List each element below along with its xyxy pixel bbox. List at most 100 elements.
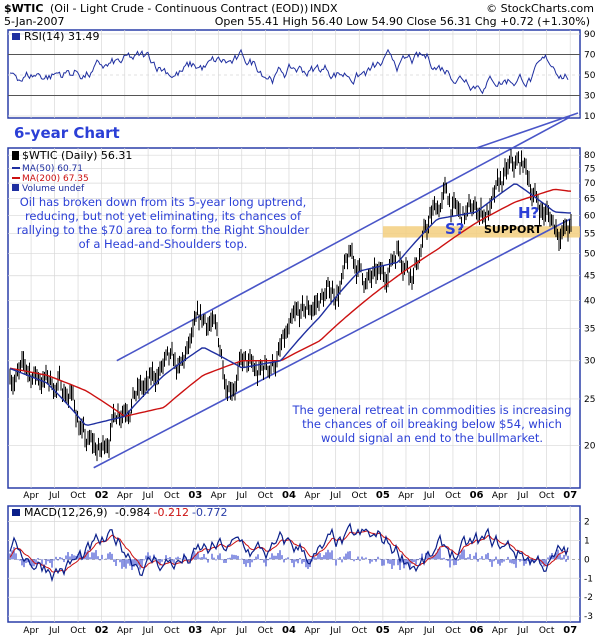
- rsi-tick-label: 10: [584, 112, 596, 122]
- rsi-panel-frame: [7, 29, 581, 119]
- macd-x-tick-label: Jul: [423, 626, 435, 636]
- macd-x-tick-label: Apr: [117, 626, 133, 636]
- x-tick-label: Jul: [329, 491, 341, 501]
- chart-header: $WTIC (Oil - Light Crude - Continuous Co…: [4, 2, 594, 28]
- volume-legend: Volume undef: [22, 184, 85, 194]
- price-tick-label: 35: [584, 324, 595, 334]
- x-tick-label: Apr: [492, 491, 508, 501]
- macd-x-tick-label: Oct: [445, 626, 461, 636]
- macd-value: -0.984: [115, 506, 150, 519]
- ma200-legend: MA(200) 67.35: [22, 174, 89, 184]
- x-tick-label: 02: [95, 490, 109, 501]
- macd-x-tick-label: Apr: [23, 626, 39, 636]
- price-legend-title: $WTIC (Daily) 56.31: [22, 149, 132, 162]
- bottom-note-line-3: would signal an end to the bullmarket.: [321, 431, 543, 445]
- symbol: $WTIC: [4, 2, 43, 15]
- rsi-tick-label: 70: [584, 51, 596, 61]
- macd-x-tick-label: 03: [188, 625, 202, 636]
- top-note-line-3: rallying to the $70 area to form the Rig…: [17, 223, 310, 237]
- x-tick-label: 04: [282, 490, 296, 501]
- macd-x-tick-label: Jul: [142, 626, 154, 636]
- x-tick-label: Jul: [423, 491, 435, 501]
- rsi-legend-swatch: [12, 33, 20, 40]
- grid-lines: [8, 30, 580, 622]
- price-tick-label: 75: [584, 165, 595, 175]
- macd-x-tick-label: Oct: [164, 626, 180, 636]
- price-tick-label: 80: [584, 151, 596, 161]
- rsi-legend: RSI(14) 31.49: [12, 30, 99, 43]
- top-note-line-2: reducing, but not yet eliminating, its c…: [25, 209, 302, 223]
- exchange: INDX: [310, 2, 338, 15]
- support-zone: [382, 226, 580, 238]
- bottom-note-line-1: The general retreat in commodities is in…: [291, 403, 571, 417]
- macd-x-tick-label: Oct: [539, 626, 555, 636]
- macd-tick-label: 2: [584, 517, 590, 527]
- rsi-tick-label: 90: [584, 30, 596, 40]
- x-tick-label: Jul: [235, 491, 247, 501]
- macd-x-tick-label: Apr: [398, 626, 414, 636]
- x-tick-label: Apr: [398, 491, 414, 501]
- macd-legend-text: MACD(12,26,9) -0.984 -0.212 -0.772: [24, 506, 227, 519]
- x-tick-label: Jul: [48, 491, 60, 501]
- x-tick-label: Apr: [305, 491, 321, 501]
- price-legend: $WTIC (Daily) 56.31 MA(50) 60.71 MA(200)…: [12, 149, 132, 194]
- macd-x-tick-label: 04: [282, 625, 296, 636]
- macd-x-tick-label: Apr: [492, 626, 508, 636]
- macd-tick-label: -1: [584, 574, 593, 584]
- price-tick-label: 50: [584, 250, 596, 260]
- price-tick-label: 70: [584, 179, 596, 189]
- rsi-channel-extension: [476, 112, 579, 149]
- macd-x-tick-label: Oct: [70, 626, 86, 636]
- macd-x-tick-label: Jul: [235, 626, 247, 636]
- macd-line: [9, 522, 569, 583]
- macd-x-tick-label: Jul: [329, 626, 341, 636]
- x-tick-label: Oct: [70, 491, 86, 501]
- macd-legend-swatch: [12, 509, 20, 516]
- macd-x-tick-label: 06: [470, 625, 484, 636]
- ma50-legend: MA(50) 60.71: [22, 164, 83, 174]
- price-tick-label: 45: [584, 272, 595, 282]
- macd-x-tick-label: 02: [95, 625, 109, 636]
- x-tick-label: Oct: [539, 491, 555, 501]
- axis-ticks: AprAprJulJulOctOct0202AprAprJulJulOctOct…: [23, 30, 595, 636]
- macd-tick-label: -2: [584, 593, 593, 603]
- x-tick-label: Oct: [445, 491, 461, 501]
- macd-x-tick-label: 05: [376, 625, 390, 636]
- instrument-name: (Oil - Light Crude - Continuous Contract…: [50, 2, 308, 15]
- price-tick-label: 55: [584, 230, 595, 240]
- rsi-label: RSI(14) 31.49: [24, 30, 99, 43]
- volume-legend-swatch: [12, 184, 19, 191]
- macd-label: MACD(12,26,9): [24, 506, 108, 519]
- macd-tick-label: 0: [584, 555, 590, 565]
- left-shoulder-label: S?: [445, 220, 465, 238]
- macd-x-tick-label: Oct: [258, 626, 274, 636]
- macd-x-tick-label: Apr: [211, 626, 227, 636]
- x-tick-label: Oct: [164, 491, 180, 501]
- x-tick-label: 03: [188, 490, 202, 501]
- lower-channel-line: [93, 218, 571, 469]
- upper-channel-line: [116, 116, 571, 362]
- price-tick-label: 30: [584, 357, 596, 367]
- series-layer: [9, 48, 579, 583]
- price-tick-label: 20: [584, 442, 596, 452]
- price-legend-swatch: [12, 151, 19, 160]
- x-tick-label: Oct: [258, 491, 274, 501]
- head-label: H?: [518, 204, 539, 222]
- rsi-tick-label: 50: [584, 71, 596, 81]
- support-label: SUPPORT: [484, 223, 542, 236]
- macd-tick-label: -3: [584, 612, 593, 622]
- ma200-line: [9, 188, 572, 417]
- price-tick-label: 25: [584, 395, 595, 405]
- bottom-note-line-2: the chances of oil breaking below $54, w…: [302, 417, 562, 431]
- x-tick-label: Apr: [117, 491, 133, 501]
- x-tick-label: Apr: [211, 491, 227, 501]
- rsi-line: [9, 48, 569, 95]
- macd-x-tick-label: 07: [563, 625, 577, 636]
- x-tick-label: 07: [563, 490, 577, 501]
- date: 5-Jan-2007: [4, 15, 65, 28]
- x-tick-label: Apr: [23, 491, 39, 501]
- top-note-line-4: of a Head-and-Shoulders top.: [79, 237, 248, 251]
- support-band: [382, 226, 580, 238]
- x-tick-label: 06: [470, 490, 484, 501]
